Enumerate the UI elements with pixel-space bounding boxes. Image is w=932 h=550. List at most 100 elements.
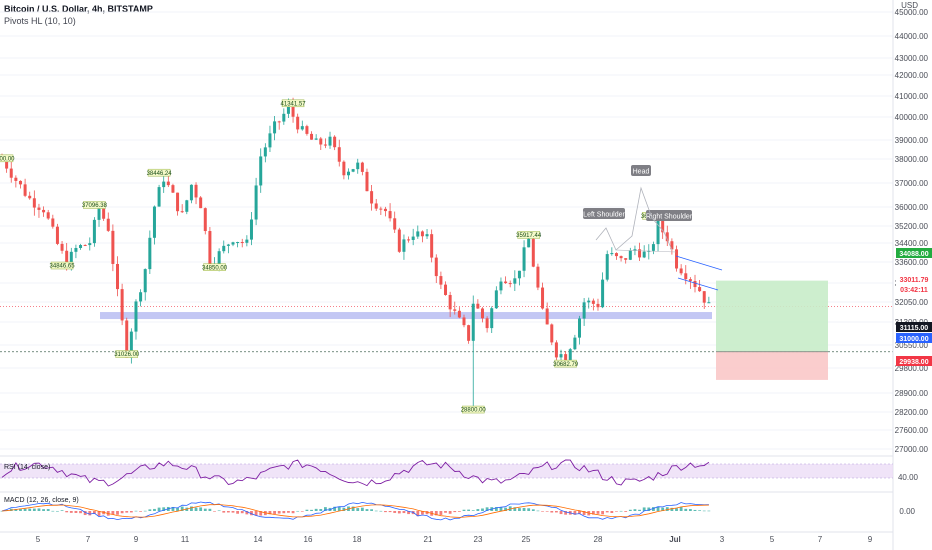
time-tick-label: 7 [818, 535, 823, 544]
candle-body [14, 177, 18, 181]
candle [199, 196, 203, 209]
macd-histogram-bar [698, 510, 702, 511]
neckline [615, 249, 677, 253]
price-tick-label: 27000.00 [895, 445, 929, 454]
candle [55, 223, 59, 246]
candle-body [305, 126, 309, 134]
candle [92, 217, 96, 247]
signal-line [1, 504, 709, 518]
candle-body [356, 162, 360, 170]
candle-body [624, 258, 628, 260]
candle-body [434, 257, 438, 277]
price-tick-label: 40000.00 [895, 113, 929, 122]
candle [397, 227, 401, 253]
time-tick-label: 21 [424, 535, 433, 544]
candle-body [337, 147, 341, 162]
candle [675, 245, 679, 272]
price-tag-box [896, 356, 932, 366]
indicator-title[interactable]: Pivots HL (10, 10) [4, 16, 76, 26]
candle-body [439, 276, 443, 285]
candle-body [651, 244, 655, 251]
macd-histogram-bar [564, 511, 568, 515]
candle [439, 271, 443, 290]
macd-histogram-bar [83, 511, 87, 516]
candle-body [698, 287, 702, 292]
macd-histogram-bar [19, 508, 22, 511]
macd-histogram-bar [670, 507, 674, 511]
time-tick-label: 5 [36, 535, 41, 544]
candle-body [407, 239, 411, 241]
macd-histogram-bar [69, 511, 73, 513]
candle [116, 256, 119, 297]
pivot-marker: 35917.44 [516, 231, 542, 239]
candle-body [222, 245, 226, 252]
macd-histogram-bar [319, 509, 323, 511]
candle [420, 230, 424, 243]
macd-histogram-bar [203, 508, 207, 511]
macd-histogram-bar [541, 511, 544, 512]
candle [268, 125, 272, 152]
time-tick-label: 5 [770, 535, 775, 544]
macd-histogram-bar [116, 511, 119, 515]
candle-body [176, 192, 180, 212]
price-tag-box [896, 284, 932, 294]
pattern-label-box [646, 210, 692, 221]
candle [176, 192, 180, 216]
candle-body [314, 138, 318, 140]
macd-histogram-bar [402, 511, 406, 514]
candles [0, 97, 711, 408]
price-tag: 31000.00 [896, 333, 932, 343]
time-tick-label: 9 [868, 535, 873, 544]
symbol-title[interactable]: Bitcoin / U.S. Dollar, 4h, BITSTAMP [4, 4, 153, 14]
candle-body [679, 268, 683, 274]
time-tick-label: Jul [669, 535, 681, 544]
candle [573, 334, 577, 351]
pattern-label-text: Left Shoulder [583, 211, 625, 218]
candle [323, 138, 327, 149]
price-tag-text: 31115.00 [900, 325, 929, 332]
macd-histogram-bar [291, 511, 295, 514]
price-tick-label: 32050.00 [895, 298, 929, 307]
candle-body [5, 158, 9, 169]
price-tick-label: 36000.00 [895, 203, 929, 212]
price-tag: 31115.00 [896, 322, 932, 332]
candle-body [601, 279, 605, 308]
candle-body [139, 292, 143, 302]
candle [693, 274, 697, 293]
candle [684, 265, 688, 285]
pivot-box [83, 201, 106, 209]
macd-histogram-bar [351, 506, 355, 511]
candle-body [296, 116, 300, 130]
macd-histogram-bar [550, 511, 554, 513]
macd-histogram-bar [379, 510, 383, 512]
time-tick-label: 18 [353, 535, 362, 544]
candle-body [693, 280, 697, 288]
candle [541, 282, 545, 310]
macd-histogram-bar [240, 511, 244, 514]
candle-body [462, 317, 466, 326]
macd-histogram-bar [60, 510, 64, 511]
candle [698, 280, 702, 292]
price-tick-label: 44000.00 [895, 32, 929, 41]
macd-histogram-bar [462, 509, 466, 511]
macd-histogram-bar [444, 511, 447, 513]
pattern-label-box [583, 208, 625, 219]
candle [702, 291, 706, 309]
candle [139, 289, 143, 307]
rsi-band [0, 464, 893, 478]
candle [162, 175, 166, 193]
candle-body [564, 354, 568, 362]
candle-body [430, 234, 434, 258]
candle [393, 211, 397, 234]
macd-histogram-bar [143, 510, 147, 512]
macd-histogram-bar [171, 506, 175, 511]
macd-histogram-bar [504, 507, 507, 511]
macd-histogram-bar [46, 509, 50, 511]
pivot-marker: 34846.65 [50, 261, 75, 270]
candle-body [578, 318, 581, 338]
macd-histogram-bar [615, 511, 618, 512]
macd-histogram-bar [374, 510, 378, 512]
macd-histogram-bar [213, 511, 216, 512]
